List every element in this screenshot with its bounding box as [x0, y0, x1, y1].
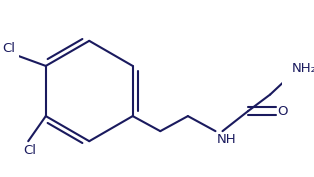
Text: NH₂: NH₂	[291, 62, 314, 75]
Text: NH: NH	[217, 133, 236, 146]
Text: O: O	[278, 105, 288, 118]
Text: Cl: Cl	[23, 144, 36, 157]
Text: Cl: Cl	[3, 42, 16, 55]
